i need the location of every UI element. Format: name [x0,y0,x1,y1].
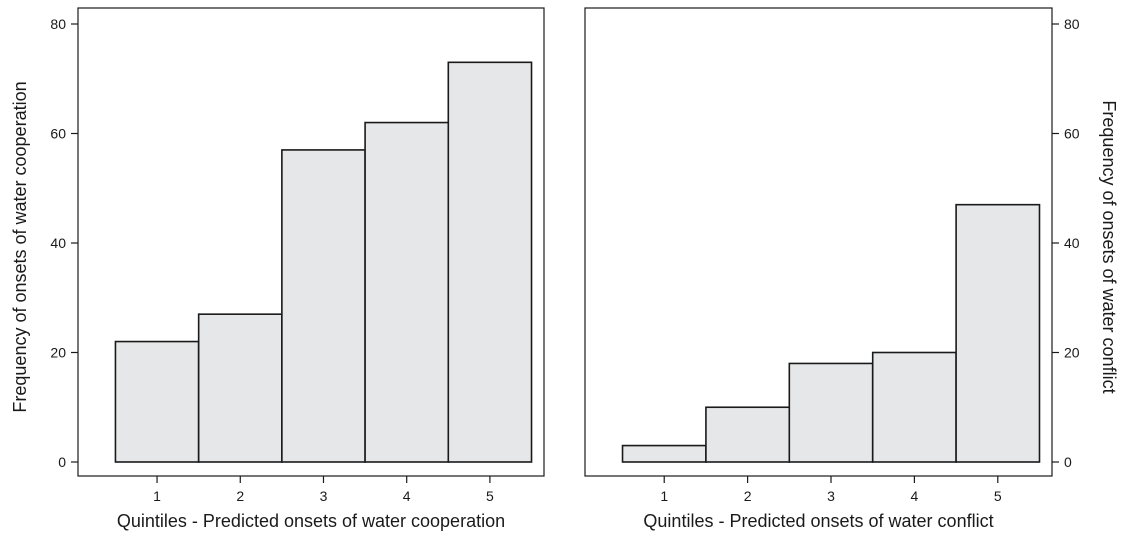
y-tick-label: 80 [50,16,66,32]
x-tick-label: 1 [660,488,668,504]
x-tick-label: 2 [744,488,752,504]
x-tick-label: 2 [236,488,244,504]
left-chart-panel: 1 2 3 4 5 0 20 40 60 80 Quintiles - Predicted onse… [10,7,545,531]
x-axis-title: Quintiles - Predicted onsets of water co… [643,511,993,531]
y-tick-label: 0 [58,454,66,470]
y-tick-label: 20 [1064,345,1080,361]
x-axis-title: Quintiles - Predicted onsets of water co… [117,511,505,531]
y-tick-label: 40 [50,235,66,251]
y-tick-label: 0 [1064,454,1072,470]
right-chart-panel: 1 2 3 4 5 0 20 40 60 80 Quintiles - Predicted onse… [584,7,1119,531]
x-tick-label: 4 [911,488,919,504]
bar-quintile-2 [705,406,791,463]
y-tick-label: 60 [1064,126,1080,142]
y-tick-label: 80 [1064,16,1080,32]
bar-quintile-4 [871,351,957,463]
bar-quintile-3 [788,362,874,463]
bar-quintile-2 [197,313,283,463]
x-tick-label: 3 [320,488,328,504]
y-tick-label: 60 [50,126,66,142]
y-tick-label: 40 [1064,235,1080,251]
x-tick-label: 5 [486,488,494,504]
y-axis-title: Frequency of onsets of water conflict [1099,100,1119,393]
bar-quintile-5 [447,61,533,463]
x-tick-label: 1 [153,488,161,504]
bar-quintile-1 [621,444,707,463]
x-tick-label: 5 [994,488,1002,504]
x-tick-label: 3 [827,488,835,504]
bar-quintile-1 [114,340,200,463]
bar-quintile-3 [281,149,366,463]
bar-quintile-4 [364,121,450,463]
y-axis-title: Frequency of onsets of water cooperation [10,81,30,412]
y-tick-label: 20 [50,345,66,361]
x-tick-label: 4 [403,488,411,504]
bar-quintile-5 [955,203,1041,463]
